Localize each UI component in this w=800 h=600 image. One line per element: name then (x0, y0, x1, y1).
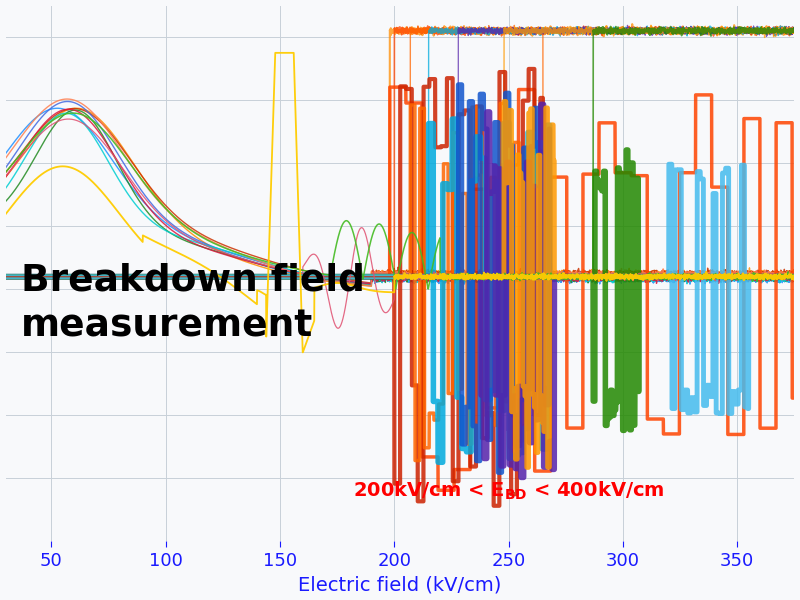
X-axis label: Electric field (kV/cm): Electric field (kV/cm) (298, 575, 502, 595)
Text: 200kV/cm < E$_{\mathregular{BD}}$ < 400kV/cm: 200kV/cm < E$_{\mathregular{BD}}$ < 400k… (353, 480, 664, 502)
Text: Breakdown field
measurement: Breakdown field measurement (22, 263, 366, 344)
